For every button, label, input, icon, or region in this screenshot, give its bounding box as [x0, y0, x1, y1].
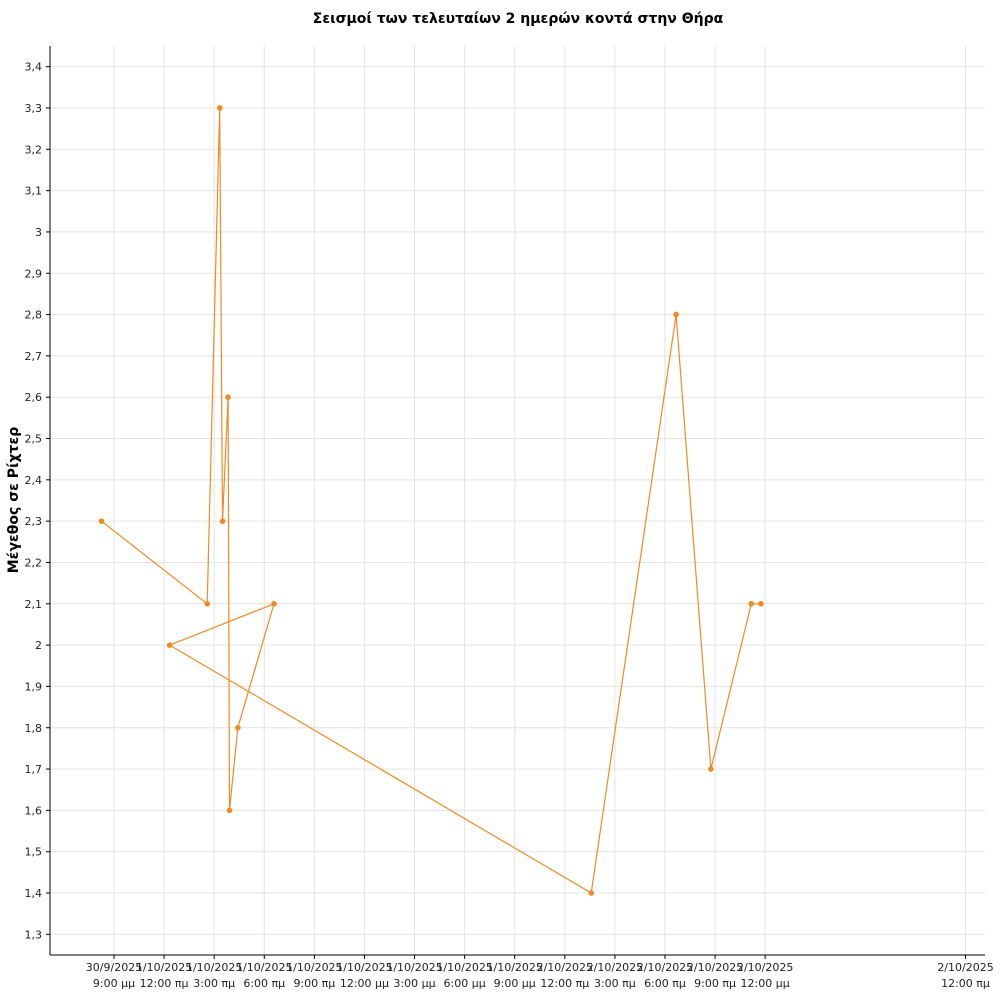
x-tick-label: 1/10/2025 6:00 μμ	[436, 961, 492, 990]
x-tick-label: 1/10/2025 3:00 πμ	[186, 961, 242, 990]
y-tick-label: 3,4	[25, 61, 43, 74]
y-axis-ticks: 1,3 1,4 1,5 1,6 1,7 1,8 1,9 2 2,1 2,2 2,3 2,4 2,5 2,6…	[25, 61, 50, 941]
y-tick-label: 2,5	[25, 433, 43, 446]
y-tick-label: 1,6	[25, 804, 43, 817]
axes	[49, 46, 985, 956]
y-tick-label: 1,4	[25, 887, 43, 900]
data-point	[271, 600, 277, 607]
data-point	[748, 600, 755, 607]
chart-title: Σεισμοί των τελευταίων 2 ημερών κοντά στ…	[313, 11, 724, 27]
data-point	[219, 518, 226, 524]
grid	[50, 46, 985, 955]
x-tick-label: 2/10/2025 12:00 μμ	[737, 961, 793, 990]
data-point	[166, 642, 173, 648]
x-tick-label: 1/10/2025 3:00 μμ	[386, 961, 442, 990]
series	[98, 105, 764, 896]
y-tick-label: 1,3	[25, 928, 43, 941]
series-line	[101, 107, 761, 894]
y-tick-label: 3,2	[25, 143, 43, 156]
y-tick-label: 3	[35, 226, 42, 239]
y-tick-label: 1,9	[25, 680, 43, 693]
data-point	[98, 518, 105, 524]
x-tick-label: 1/10/2025 6:00 πμ	[236, 961, 292, 990]
x-tick-label: 2/10/2025 12:00 πμ	[937, 961, 993, 990]
y-tick-label: 2,3	[25, 515, 43, 528]
y-tick-label: 1,5	[25, 846, 43, 859]
data-point	[673, 311, 679, 318]
x-tick-label: 2/10/2025 9:00 πμ	[687, 961, 743, 990]
x-tick-label: 2/10/2025 3:00 πμ	[587, 961, 643, 990]
y-tick-label: 2,4	[25, 474, 43, 487]
y-tick-label: 2,7	[25, 350, 43, 363]
y-axis-label: Μέγεθος σε Ρίχτερ	[6, 427, 22, 574]
y-tick-label: 3,3	[25, 102, 43, 115]
data-point	[216, 105, 223, 111]
data-point	[226, 807, 233, 814]
data-point	[708, 766, 714, 772]
x-axis-ticks: 30/9/2025 9:00 μμ1/10/2025 12:00 πμ1/10/20…	[86, 955, 994, 990]
y-tick-label: 2,9	[25, 267, 43, 280]
y-tick-label: 2,8	[25, 309, 43, 322]
x-tick-label: 2/10/2025 6:00 πμ	[637, 961, 693, 990]
x-tick-label: 1/10/2025 9:00 πμ	[286, 961, 342, 990]
x-tick-label: 1/10/2025 12:00 πμ	[136, 961, 192, 990]
data-point	[204, 600, 211, 607]
y-tick-label: 3,1	[25, 185, 43, 198]
y-tick-label: 1,8	[25, 722, 43, 735]
data-point	[588, 890, 595, 896]
x-tick-label: 1/10/2025 9:00 μμ	[487, 961, 543, 990]
data-point	[235, 724, 241, 731]
y-tick-label: 1,7	[25, 763, 43, 776]
x-tick-label: 1/10/2025 12:00 μμ	[336, 961, 392, 990]
y-tick-label: 2,6	[25, 391, 43, 404]
x-tick-label: 30/9/2025 9:00 μμ	[86, 961, 142, 990]
y-tick-label: 2	[35, 639, 42, 652]
data-point	[758, 600, 764, 607]
y-tick-label: 2,1	[25, 598, 43, 611]
x-tick-label: 2/10/2025 12:00 πμ	[537, 961, 593, 990]
data-point	[225, 394, 231, 401]
y-tick-label: 2,2	[25, 556, 43, 569]
